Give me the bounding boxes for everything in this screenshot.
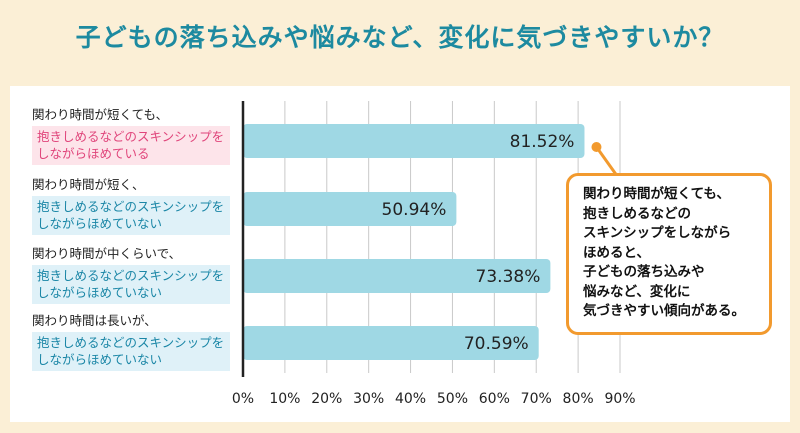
callout-line: 悩みなど、変化に [583,283,691,300]
callout-line: 子どもの落ち込みや [583,264,705,280]
category-label-3-line2: 抱きしめるなどのスキンシップを [37,268,225,283]
callout-line: 関わり時間が短くても、 [583,186,731,202]
x-tick-label: 50% [437,391,468,407]
x-tick-label: 20% [311,391,342,407]
callout-line: ほめると、 [583,244,650,261]
callout-line: スキンシップをしながら [583,225,732,241]
callout-line: 抱きしめるなどの [583,205,691,222]
x-tick-label: 70% [521,391,552,407]
category-label-2-line1: 関わり時間が短く、 [32,177,145,192]
category-label-4-box: 抱きしめるなどのスキンシップを しながらほめていない [32,332,230,371]
bar-value-label: 70.59% [464,334,529,354]
x-tick-label: 80% [563,391,594,407]
category-label-3: 関わり時間が中くらいで、 抱きしめるなどのスキンシップを しながらほめていない [32,245,232,304]
category-label-4-line1: 関わり時間は長いが、 [32,313,157,328]
category-label-3-line1: 関わり時間が中くらいで、 [32,246,182,261]
category-label-2-box: 抱きしめるなどのスキンシップを しながらほめていない [32,196,230,235]
category-label-1-line3: しながらほめている [37,146,150,161]
x-tick-label: 0% [232,391,254,407]
x-tick-label: 30% [353,391,384,407]
callout-line: 気づきやすい傾向がある。 [583,303,745,319]
category-label-1-line2: 抱きしめるなどのスキンシップを [37,129,225,144]
category-label-2-line3: しながらほめていない [37,216,163,231]
callout-box: 関わり時間が短くても、 抱きしめるなどの スキンシップをしながら ほめると、 子… [566,173,772,335]
bar-value-label: 50.94% [382,200,447,220]
chart-title: 子どもの落ち込みや悩みなど、変化に気づきやすいか？ [75,23,725,52]
x-tick-label: 40% [395,391,426,407]
bar [243,124,585,158]
category-label-3-box: 抱きしめるなどのスキンシップを しながらほめていない [32,265,230,304]
bar [243,326,539,360]
x-tick-label: 60% [479,391,510,407]
category-label-1-line1: 関わり時間が短くても、 [32,107,169,122]
category-label-1: 関わり時間が短くても、 抱きしめるなどのスキンシップを しながらほめている [32,106,232,165]
category-label-4: 関わり時間は長いが、 抱きしめるなどのスキンシップを しながらほめていない [32,312,232,371]
category-label-4-line3: しながらほめていない [37,352,163,367]
category-label-4-line2: 抱きしめるなどのスキンシップを [37,335,225,350]
x-tick-label: 10% [269,391,300,407]
category-label-3-line3: しながらほめていない [37,285,163,300]
bar [243,192,457,226]
x-tick-label: 90% [604,391,635,407]
bar [243,259,551,293]
category-label-2-line2: 抱きしめるなどのスキンシップを [37,199,225,214]
callout-dot [591,142,602,152]
bar-value-label: 81.52% [510,132,575,152]
category-label-2: 関わり時間が短く、 抱きしめるなどのスキンシップを しながらほめていない [32,176,232,235]
category-label-1-box: 抱きしめるなどのスキンシップを しながらほめている [32,126,230,165]
bar-value-label: 73.38% [476,267,541,287]
